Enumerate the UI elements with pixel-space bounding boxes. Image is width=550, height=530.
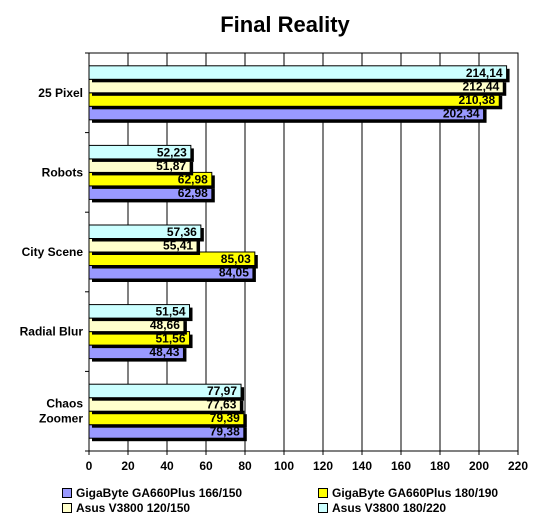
x-tick-label: 80: [238, 459, 252, 473]
legend-item-gigabyte-166-150: GigaByte GA660Plus 166/150: [62, 486, 242, 500]
x-tick-label: 20: [121, 459, 135, 473]
x-tick-label: 120: [313, 459, 333, 473]
x-tick-label: 160: [391, 459, 411, 473]
bar: [88, 65, 508, 80]
bar-value-label: 51,87: [156, 159, 186, 173]
plot-border: [88, 52, 519, 452]
bar-value-label: 77,63: [206, 398, 236, 412]
x-tick-label: 140: [352, 459, 372, 473]
legend-swatch: [318, 488, 328, 498]
category-label: Robots: [42, 165, 84, 179]
x-tick-label: 0: [86, 459, 93, 473]
category-label: Zoomer: [39, 412, 83, 426]
bar-value-label: 210,38: [459, 93, 496, 107]
legend-label: Asus V3800 180/220: [332, 501, 447, 515]
x-tick-label: 100: [274, 459, 294, 473]
legend-label: GigaByte GA660Plus 166/150: [76, 486, 243, 500]
bar-value-label: 55,41: [163, 239, 193, 253]
plot-area: 0 20 40 60 80 100 120 140 160 180 200 220 202,34210,…: [20, 52, 528, 473]
category-label: Radial Blur: [20, 325, 84, 339]
chart-title: Final Reality: [220, 12, 350, 37]
bar-value-label: 48,43: [149, 345, 179, 359]
category-label: City Scene: [22, 245, 84, 259]
x-tick-label: 200: [469, 459, 489, 473]
category-label: Chaos: [46, 397, 83, 411]
x-tick-label: 60: [199, 459, 213, 473]
x-tick-label: 180: [430, 459, 450, 473]
bar-value-label: 212,44: [463, 79, 500, 93]
legend-item-gigabyte-180-190: GigaByte GA660Plus 180/190: [318, 486, 498, 500]
bar-value-label: 214,14: [466, 66, 503, 80]
legend-label: Asus V3800 120/150: [76, 501, 191, 515]
bar-value-label: 79,38: [210, 425, 240, 439]
bar-value-label: 202,34: [443, 106, 480, 120]
legend-swatch: [318, 503, 328, 513]
bar-value-label: 85,03: [221, 252, 251, 266]
bar-value-label: 48,66: [150, 318, 180, 332]
bar-value-label: 52,23: [157, 145, 187, 159]
bar-value-label: 77,97: [207, 384, 237, 398]
bar-value-label: 51,54: [155, 305, 185, 319]
category-label: 25 Pixel: [38, 86, 83, 100]
legend-item-asus-180-220: Asus V3800 180/220: [318, 501, 446, 515]
bar-value-label: 84,05: [219, 266, 249, 280]
legend-item-asus-120-150: Asus V3800 120/150: [62, 501, 190, 515]
bar-value-label: 57,36: [167, 225, 197, 239]
bar-value-label: 51,56: [156, 332, 186, 346]
x-tick-label: 220: [508, 459, 528, 473]
legend-swatch: [62, 503, 72, 513]
bar-value-label: 62,98: [178, 186, 208, 200]
legend-swatch: [62, 488, 72, 498]
bar-value-label: 62,98: [178, 172, 208, 186]
legend-label: GigaByte GA660Plus 180/190: [332, 486, 499, 500]
x-tick-label: 40: [160, 459, 174, 473]
bar-value-label: 79,39: [210, 411, 240, 425]
